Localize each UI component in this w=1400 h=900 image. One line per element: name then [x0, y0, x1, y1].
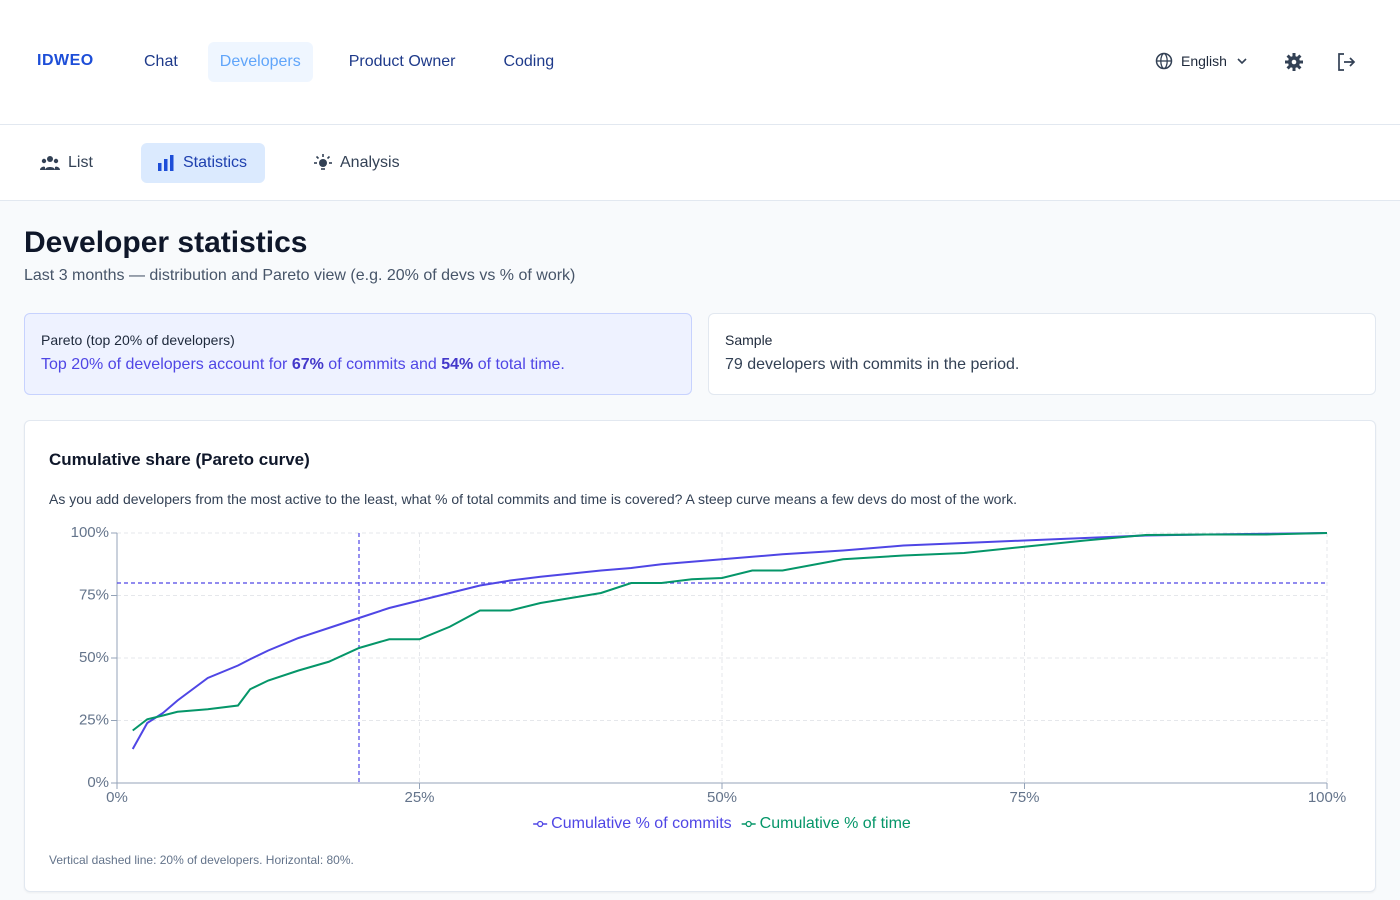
card-label: Sample: [725, 332, 773, 348]
text-segment: of total time.: [473, 356, 565, 373]
chart-subtitle: As you add developers from the most acti…: [49, 491, 1018, 507]
x-tick-label: 25%: [404, 789, 434, 806]
logout-button[interactable]: [1336, 52, 1356, 72]
brand[interactable]: IDWEO: [37, 52, 94, 69]
top-nav: IDWEO Chat Developers Product Owner Coding …: [0, 0, 1400, 125]
legend-label: Cumulative % of commits: [551, 815, 732, 832]
chart: 0% 25% 50% 75% 100% 0% 25% 50% 75% 100% Cumulative…: [71, 524, 1347, 832]
nav-links: Chat Developers Product Owner Coding: [132, 42, 566, 82]
chart-card: Cumulative share (Pareto curve) As you a…: [24, 420, 1376, 892]
y-tick-label: 75%: [79, 586, 109, 603]
nav-link[interactable]: Product Owner: [348, 53, 456, 70]
page-subtitle: Last 3 months — distribution and Pareto …: [24, 267, 576, 284]
nav-link[interactable]: Chat: [144, 53, 178, 70]
y-tick-label: 25%: [79, 711, 109, 728]
language-select[interactable]: English: [1155, 52, 1249, 70]
chart-footnote: Vertical dashed line: 20% of developers.…: [49, 853, 354, 867]
card-label: Pareto (top 20% of developers): [41, 332, 235, 348]
y-tick-label: 0%: [87, 774, 109, 791]
highlight-value: 67%: [291, 356, 324, 373]
page-title: Developer statistics: [24, 226, 308, 259]
settings-button[interactable]: [1284, 52, 1304, 72]
tab-label: Statistics: [183, 154, 248, 171]
tab[interactable]: Analysis: [298, 143, 416, 183]
chevron-icon: [1237, 58, 1247, 65]
y-tick-label: 50%: [79, 649, 109, 666]
x-tick-label: 50%: [707, 789, 737, 806]
bulb-icon: [314, 154, 332, 170]
chart-title: Cumulative share (Pareto curve): [49, 450, 310, 469]
highlight-value: 54%: [441, 356, 474, 373]
nav-link[interactable]: Developers: [207, 42, 313, 82]
card-text: 79 developers with commits in the period…: [725, 356, 1359, 374]
legend-marker-dot: [537, 820, 544, 828]
sample-card: Sample 79 developers with commits in the…: [708, 313, 1376, 395]
globe-icon: [1155, 52, 1173, 70]
x-tick-label: 0%: [106, 789, 128, 806]
text-segment: of commits and: [323, 356, 442, 373]
text-segment: Top 20% of developers account for: [41, 356, 292, 373]
pareto-card: Pareto (top 20% of developers) Top 20% o…: [24, 313, 692, 395]
y-tick-label: 100%: [71, 524, 109, 541]
nav-link[interactable]: Coding: [503, 53, 555, 70]
x-tick-label: 100%: [1308, 789, 1346, 806]
bar-chart-icon: [158, 155, 174, 171]
series-line: [132, 532, 1328, 732]
tab[interactable]: List: [24, 143, 109, 183]
series-line: [131, 532, 1328, 750]
tab[interactable]: Statistics: [141, 143, 265, 183]
tab-label: Analysis: [340, 154, 400, 171]
tab-label: List: [68, 154, 93, 171]
card-text: Top 20% of developers account for 67% of…: [41, 356, 675, 374]
legend-marker-dot: [745, 820, 752, 828]
legend-label: Cumulative % of time: [760, 815, 911, 832]
x-tick-label: 75%: [1009, 789, 1039, 806]
language-label: English: [1181, 53, 1227, 69]
text-segment: 79 developers with commits in the period…: [725, 356, 1020, 373]
tab-bar: List Statistics Analysis: [0, 125, 1400, 201]
users-icon: [40, 156, 60, 170]
